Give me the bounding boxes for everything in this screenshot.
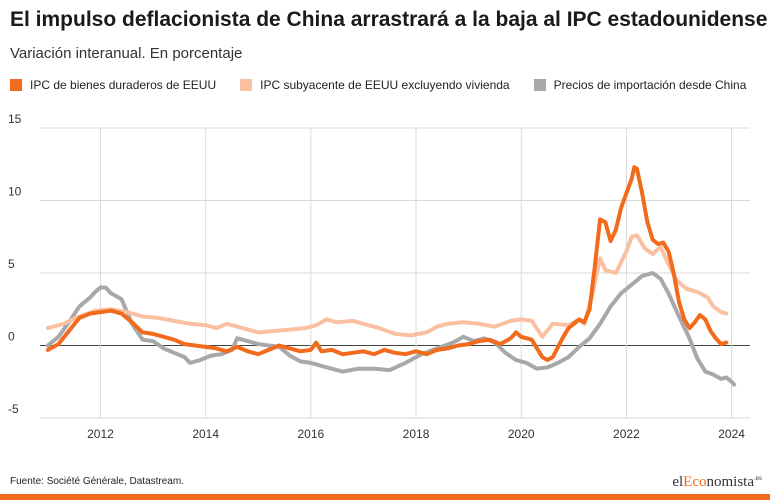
y-tick-label: 10 [8, 185, 22, 199]
brand-logo: elEconomista.es [672, 474, 762, 491]
chart-title: El impulso deflacionista de China arrast… [10, 8, 768, 31]
x-tick-label: 2012 [87, 427, 114, 441]
legend-item-imports: Precios de importación desde China [533, 78, 747, 92]
brand-accent: Eco [683, 474, 707, 490]
y-tick-label: 5 [8, 257, 15, 271]
x-tick-label: 2014 [192, 427, 219, 441]
line-chart: 15 10 5 0 -5 2012 2014 2016 2018 2020 2022 2024 [8, 112, 750, 441]
x-tick-label: 2024 [718, 427, 745, 441]
legend-item-durables: IPC de bienes duraderos de EEUU [10, 78, 216, 92]
legend-swatch-durables [10, 79, 22, 91]
brand-suffix: nomista [706, 474, 754, 490]
y-tick-label: 15 [8, 112, 22, 126]
bottom-accent-bar [0, 494, 770, 500]
legend-item-core: IPC subyacente de EEUU excluyendo vivien… [240, 78, 510, 92]
y-tick-label: 0 [8, 330, 15, 344]
brand-sup: .es [753, 476, 762, 482]
chart-subtitle: Variación interanual. En porcentaje [10, 45, 243, 62]
brand-prefix: el [672, 474, 684, 490]
x-tick-label: 2018 [403, 427, 430, 441]
legend-label-core: IPC subyacente de EEUU excluyendo vivien… [260, 78, 510, 92]
x-tick-label: 2016 [298, 427, 325, 441]
series-line-imports [45, 271, 737, 387]
x-tick-label: 2020 [508, 427, 535, 441]
x-tick-label: 2022 [613, 427, 640, 441]
legend-swatch-core [240, 79, 253, 91]
y-tick-label: -5 [8, 402, 19, 416]
legend-label-imports: Precios de importación desde China [553, 78, 747, 92]
legend-swatch-imports [533, 79, 546, 91]
series-line-durables [45, 165, 729, 362]
series-line-core [45, 233, 729, 339]
source-note: Fuente: Société Générale, Datastream. [10, 476, 184, 487]
legend-label-durables: IPC de bienes duraderos de EEUU [30, 78, 217, 92]
chart-legend: IPC de bienes duraderos de EEUU IPC suby… [10, 78, 770, 92]
